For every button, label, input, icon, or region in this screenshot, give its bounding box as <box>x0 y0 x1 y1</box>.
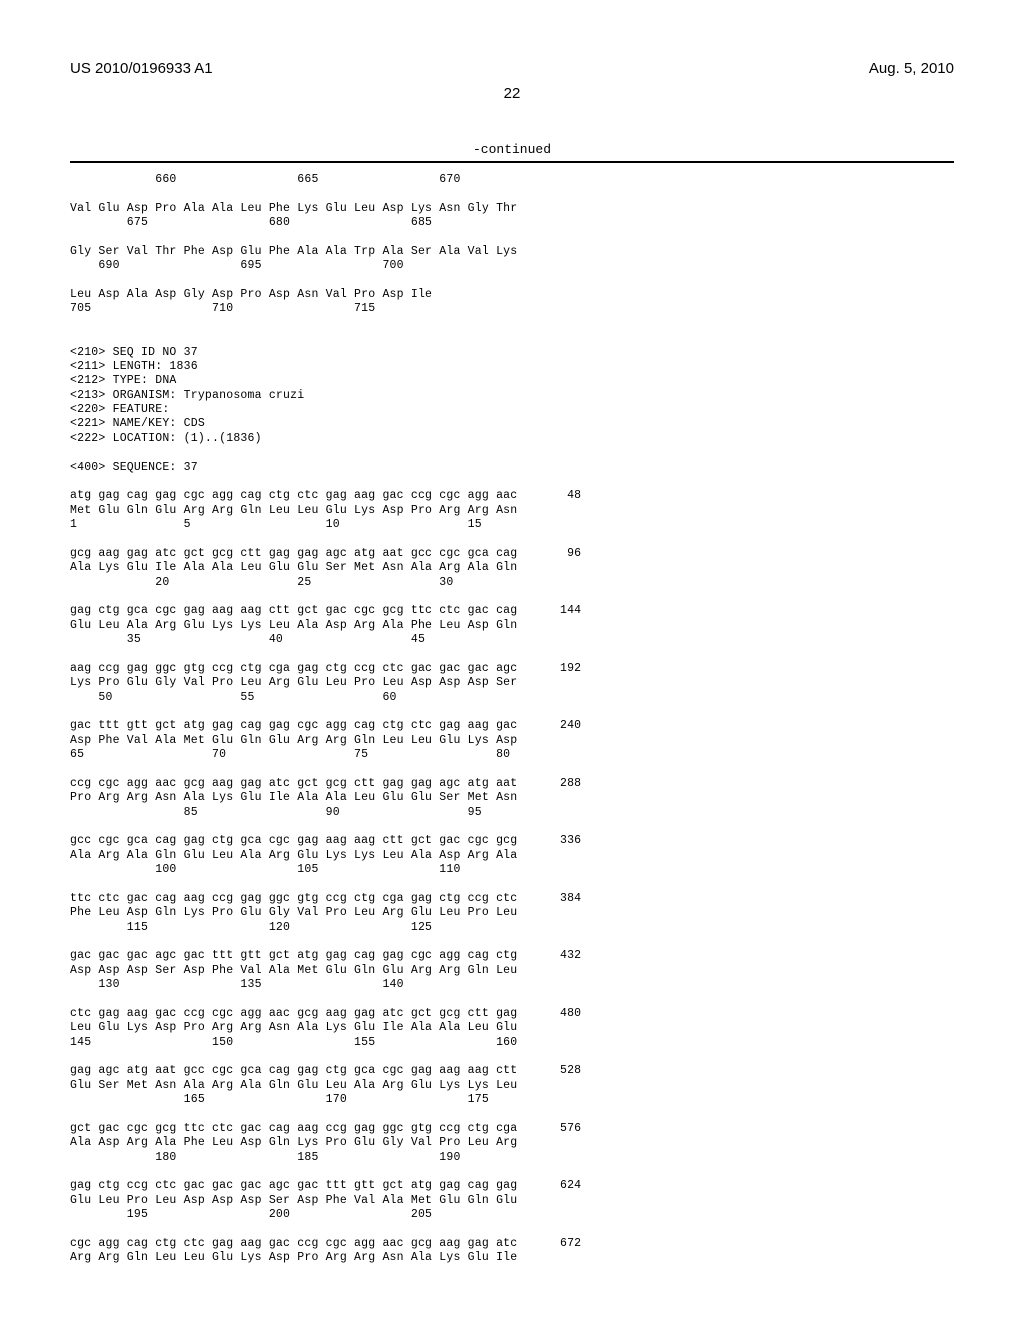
publication-date: Aug. 5, 2010 <box>869 60 954 77</box>
publication-number: US 2010/0196933 A1 <box>70 60 213 77</box>
sequence-listing: 660 665 670 Val Glu Asp Pro Ala Ala Leu … <box>70 173 954 1266</box>
patent-page: US 2010/0196933 A1 Aug. 5, 2010 22 -cont… <box>0 0 1024 1306</box>
page-header: US 2010/0196933 A1 Aug. 5, 2010 <box>70 60 954 77</box>
page-number: 22 <box>70 85 954 102</box>
top-rule <box>70 161 954 163</box>
continued-label: -continued <box>70 142 954 157</box>
